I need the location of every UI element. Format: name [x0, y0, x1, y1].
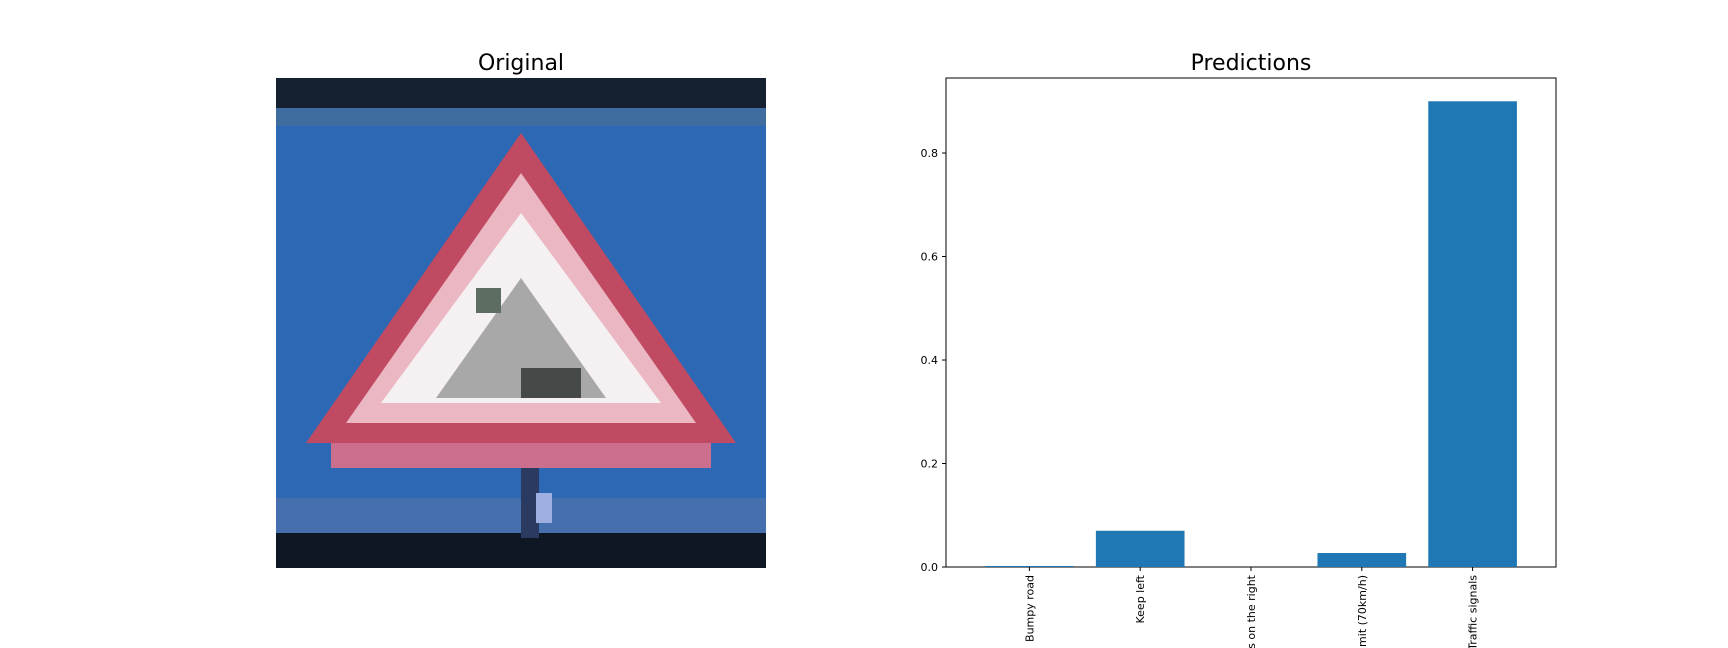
- y-tick-label: 0.6: [921, 251, 939, 264]
- x-tick-label: limit (70km/h): [1356, 575, 1369, 648]
- bar: [1428, 101, 1517, 568]
- chart-title: Predictions: [1190, 51, 1312, 76]
- image-title: Original: [477, 51, 565, 76]
- bar: [985, 565, 1074, 567]
- road-sign-image: [276, 78, 766, 568]
- y-tick-label: 0.4: [921, 354, 939, 367]
- y-tick-label: 0.2: [921, 458, 939, 471]
- x-tick-label: Keep left: [1134, 574, 1147, 623]
- bar: [1095, 530, 1185, 567]
- y-tick-label: 0.8: [921, 147, 939, 160]
- x-tick-label: Traffic signals: [1467, 575, 1480, 648]
- y-tick-label: 0.0: [921, 561, 939, 574]
- x-tick-label: ws on the right: [1245, 574, 1258, 648]
- x-tick-label: Bumpy road: [1023, 575, 1036, 642]
- bar: [1317, 553, 1407, 567]
